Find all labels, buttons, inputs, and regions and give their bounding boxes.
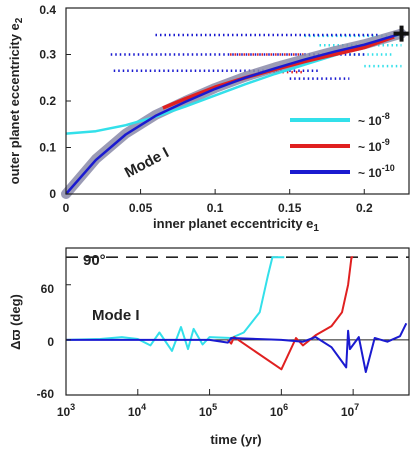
bottom-ytick-label: 0 bbox=[47, 335, 54, 349]
top-xtick-label: 0.1 bbox=[207, 201, 224, 215]
hline-label: 90° bbox=[83, 252, 106, 269]
bottom-xtick-label: 106 bbox=[270, 402, 288, 419]
top-ytick-label: 0.3 bbox=[39, 48, 56, 62]
end-marker bbox=[393, 25, 410, 42]
bottom-xtick-label: 104 bbox=[128, 402, 146, 419]
series-line bbox=[65, 32, 402, 195]
bottom-chart-marks bbox=[65, 256, 409, 373]
bottom-plot-frame bbox=[65, 247, 410, 396]
top-mode-annotation: Mode I bbox=[122, 144, 172, 181]
top-ytick-label: 0 bbox=[49, 187, 56, 201]
bottom-xtick-label: 105 bbox=[199, 402, 217, 419]
legend-label: ~ 10-10 bbox=[358, 163, 395, 180]
bottom-ytick-label: 60 bbox=[41, 282, 55, 296]
top-ytick-label: 0.4 bbox=[39, 3, 56, 17]
legend-label: ~ 10-9 bbox=[358, 137, 390, 154]
bottom-xtick-label: 103 bbox=[57, 402, 75, 419]
top-xtick-label: 0.15 bbox=[278, 201, 302, 215]
top-xtick-label: 0 bbox=[63, 201, 70, 215]
series-line bbox=[66, 322, 408, 373]
legend: ~ 10-8 ~ 10-9 ~ 10-10 bbox=[290, 111, 395, 180]
top-chart-marks bbox=[61, 25, 410, 199]
bottom-mode-annotation: Mode I bbox=[92, 307, 140, 324]
bottom-xtick-label: 107 bbox=[341, 402, 359, 419]
top-tick-marks bbox=[65, 7, 365, 195]
top-chart: 0 0.05 0.1 0.15 0.2 0 0.1 0.2 0.3 0.4 in… bbox=[7, 3, 410, 234]
top-ytick-label: 0.1 bbox=[39, 141, 56, 155]
legend-label: ~ 10-8 bbox=[358, 111, 390, 128]
top-ytick-label: 0.2 bbox=[39, 94, 56, 108]
top-xtick-label: 0.05 bbox=[129, 201, 153, 215]
bottom-x-axis-label: time (yr) bbox=[210, 432, 261, 447]
mode-curve bbox=[61, 28, 407, 199]
bottom-tick-marks bbox=[65, 284, 354, 396]
bottom-ytick-label: -60 bbox=[37, 387, 55, 401]
bottom-chart: 90° Mode I -60 0 60 103 104 105 106 107 … bbox=[8, 247, 410, 447]
series-line bbox=[65, 256, 285, 352]
top-xtick-label: 0.2 bbox=[356, 201, 373, 215]
top-y-axis-label: outer planet eccentricity e2 bbox=[7, 17, 25, 184]
bottom-y-axis-label: Δϖ (deg) bbox=[8, 294, 23, 350]
top-x-axis-label: inner planet eccentricity e1 bbox=[153, 216, 319, 234]
